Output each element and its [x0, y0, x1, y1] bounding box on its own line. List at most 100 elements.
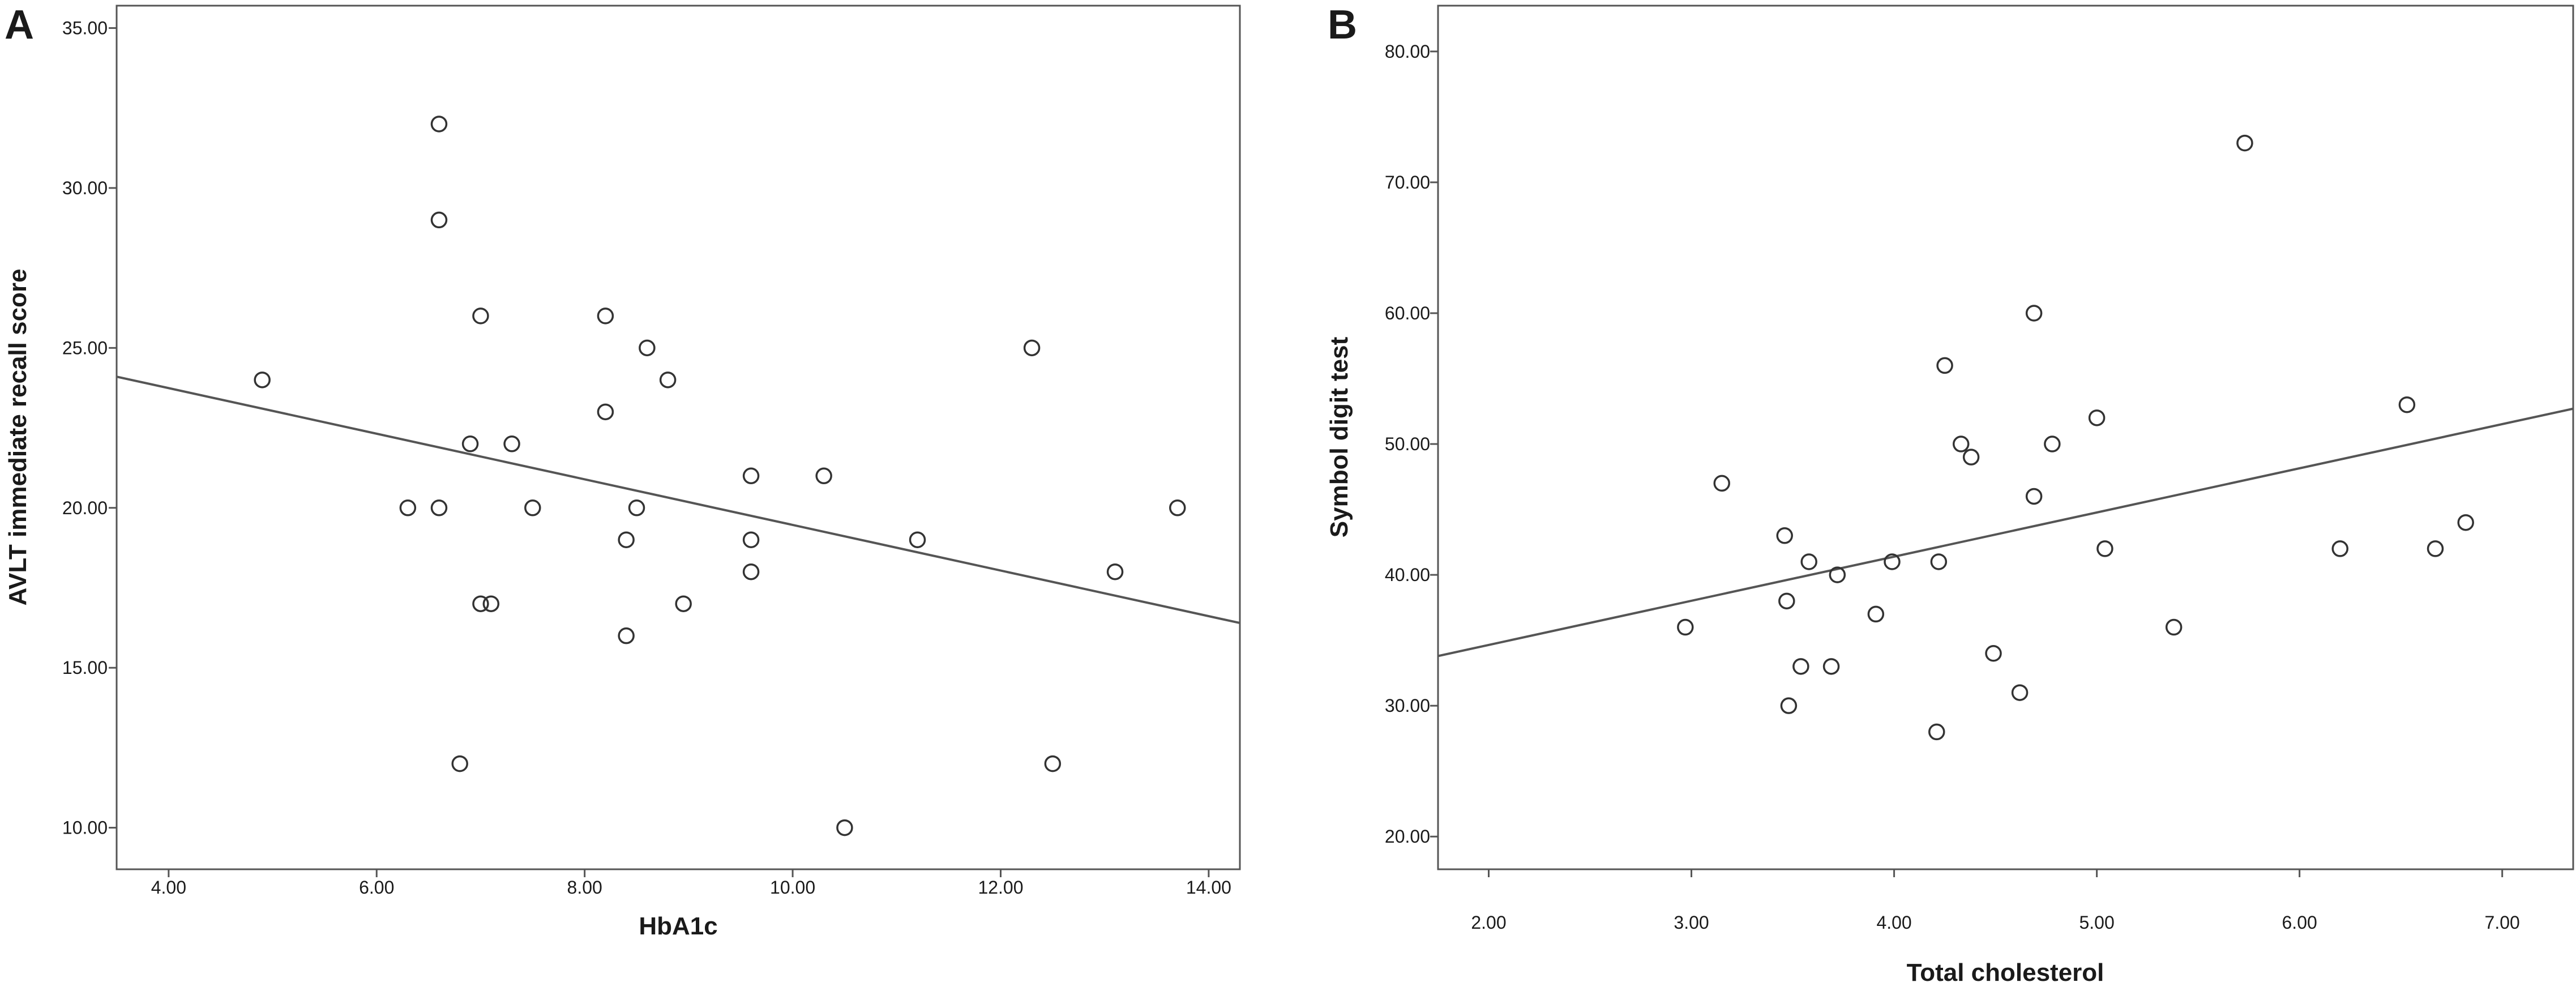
panel-b-data-point: [1778, 592, 1795, 610]
panel-b-data-point: [1884, 553, 1901, 570]
panel-b-data-point: [2088, 409, 2106, 426]
panel-b-plot-frame: [1437, 5, 2574, 870]
panel-a-y-tick-label: 25.00: [62, 338, 108, 358]
panel-a-data-point: [909, 531, 926, 548]
panel-a-data-point: [742, 563, 760, 580]
panel-b-y-tick-label: 20.00: [1385, 826, 1430, 847]
panel-b-data-point: [1713, 475, 1730, 492]
panel-a-data-points: [254, 116, 1186, 836]
panel-a-data-point: [524, 499, 541, 516]
panel-b-y-ticks: 20.00 30.00 40.00 50.00 60.00 70.00 80.00: [1385, 41, 1438, 847]
panel-a-x-tick-label: 12.00: [978, 877, 1023, 898]
panel-b-data-point: [1677, 618, 1694, 636]
panel-a-y-axis-title: AVLT immediate recall score: [4, 268, 32, 605]
panel-b-scatter-plot: B 2.00 3.00 4.00 5.00 6.00 7.00 20.00 30.00 40.…: [1325, 2, 2574, 987]
panel-a-data-point: [430, 499, 448, 516]
panel-b-data-point: [2025, 305, 2043, 322]
panel-b-data-point: [2457, 514, 2474, 531]
panel-b-x-tick-label: 3.00: [1674, 912, 1709, 933]
panel-b-y-tick-label: 80.00: [1385, 41, 1430, 62]
panel-b-data-point: [2398, 396, 2416, 413]
panel-a-x-tick-label: 14.00: [1186, 877, 1231, 898]
panel-a-data-point: [742, 531, 760, 548]
panel-b-data-point: [2044, 435, 2061, 452]
panel-a-y-tick-label: 20.00: [62, 498, 108, 518]
panel-b-x-tick-label: 4.00: [1876, 912, 1911, 933]
panel-b-data-point: [2236, 134, 2253, 152]
panel-b-data-point: [1867, 605, 1885, 623]
panel-a-data-point: [472, 595, 489, 612]
panel-b-data-point: [1780, 697, 1798, 714]
panel-b-y-tick-label: 40.00: [1385, 565, 1430, 585]
panel-b-y-tick-label: 70.00: [1385, 172, 1430, 193]
panel-b-data-point: [2331, 540, 2349, 557]
panel-b-data-point: [1928, 723, 1945, 741]
panel-b-data-point: [2427, 540, 2444, 557]
panel-b-data-point: [1829, 566, 1846, 583]
panel-a-data-point: [430, 211, 448, 229]
panel-b-data-point: [1936, 357, 1953, 374]
panel-a-x-tick-label: 6.00: [359, 877, 394, 898]
panel-a-y-tick-label: 15.00: [62, 657, 108, 678]
panel-a-data-point: [618, 531, 635, 548]
panel-a-y-tick-label: 35.00: [62, 18, 108, 39]
panel-a-data-point: [1169, 499, 1186, 516]
panel-b-data-point: [1792, 658, 1809, 675]
panel-b-label: B: [1328, 2, 1357, 48]
panel-b-x-axis-title: Total cholesterol: [1907, 959, 2104, 987]
panel-b-data-point: [2096, 540, 2113, 557]
panel-a-label: A: [5, 2, 34, 48]
panel-a-y-tick-label: 10.00: [62, 818, 108, 838]
panel-a-data-point: [742, 467, 760, 485]
panel-b-data-point: [2011, 684, 2029, 701]
panel-a-y-ticks: 10.00 15.00 20.00 25.00 30.00 35.00: [62, 18, 117, 838]
panel-b-y-tick-label: 50.00: [1385, 434, 1430, 454]
panel-b-data-point: [1822, 658, 1840, 675]
panel-a-x-ticks: 4.00 6.00 8.00 10.00 12.00 14.00: [151, 869, 1231, 898]
panel-b-y-tick-label: 30.00: [1385, 695, 1430, 716]
panel-a-data-point: [1044, 755, 1062, 772]
panel-a-scatter-plot: A 4.00 6.00 8.00 10.00 12.00 14.00 10.00 15.00…: [4, 2, 1241, 940]
panel-a-x-axis-title: HbA1c: [639, 912, 717, 940]
panel-a-x-tick-label: 10.00: [770, 877, 815, 898]
panel-b-data-point: [1776, 527, 1793, 544]
panel-a-data-point: [639, 339, 656, 357]
panel-a-data-point: [597, 308, 614, 324]
panel-a-data-point: [472, 308, 489, 324]
panel-b-x-tick-label: 6.00: [2282, 912, 2317, 933]
panel-a-data-point: [399, 499, 417, 516]
panel-a-regression-line: [116, 375, 1240, 625]
panel-a-data-point: [503, 435, 520, 452]
panel-a-data-point: [482, 595, 500, 612]
panel-a-data-point: [451, 755, 468, 772]
panel-a-data-point: [618, 627, 635, 644]
panel-b-data-point: [1930, 553, 1948, 570]
panel-b-data-point: [1952, 435, 1970, 452]
panel-b-y-tick-label: 60.00: [1385, 303, 1430, 323]
panel-a-data-point: [1023, 339, 1041, 357]
panel-a-data-point: [815, 467, 832, 485]
panel-a-data-point: [836, 819, 853, 836]
panel-b-data-point: [2165, 618, 2183, 636]
panel-a-data-point: [254, 371, 271, 388]
panel-b-regression-line: [1437, 407, 2574, 657]
panel-b-data-point: [1985, 645, 2002, 662]
panel-a-data-point: [430, 116, 448, 133]
panel-a-data-point: [659, 371, 677, 388]
panel-a-y-tick-label: 30.00: [62, 178, 108, 198]
panel-b-x-ticks: 2.00 3.00 4.00 5.00 6.00 7.00: [1471, 869, 2520, 933]
panel-a-plot-frame: [115, 5, 1241, 870]
panel-b-data-points: [1677, 134, 2474, 741]
panel-a-data-point: [461, 435, 479, 452]
panel-b-x-tick-label: 7.00: [2485, 912, 2520, 933]
panel-b-x-tick-label: 5.00: [2079, 912, 2114, 933]
panel-a-x-tick-label: 4.00: [151, 877, 186, 898]
panel-b-x-tick-label: 2.00: [1471, 912, 1506, 933]
panel-b-data-point: [1800, 553, 1817, 570]
panel-a-x-tick-label: 8.00: [567, 877, 602, 898]
panel-b-data-point: [2025, 488, 2043, 505]
panel-b-y-axis-title: Symbol digit test: [1325, 336, 1353, 537]
panel-b-data-point: [1962, 449, 1980, 466]
panel-a-data-point: [1106, 563, 1124, 580]
